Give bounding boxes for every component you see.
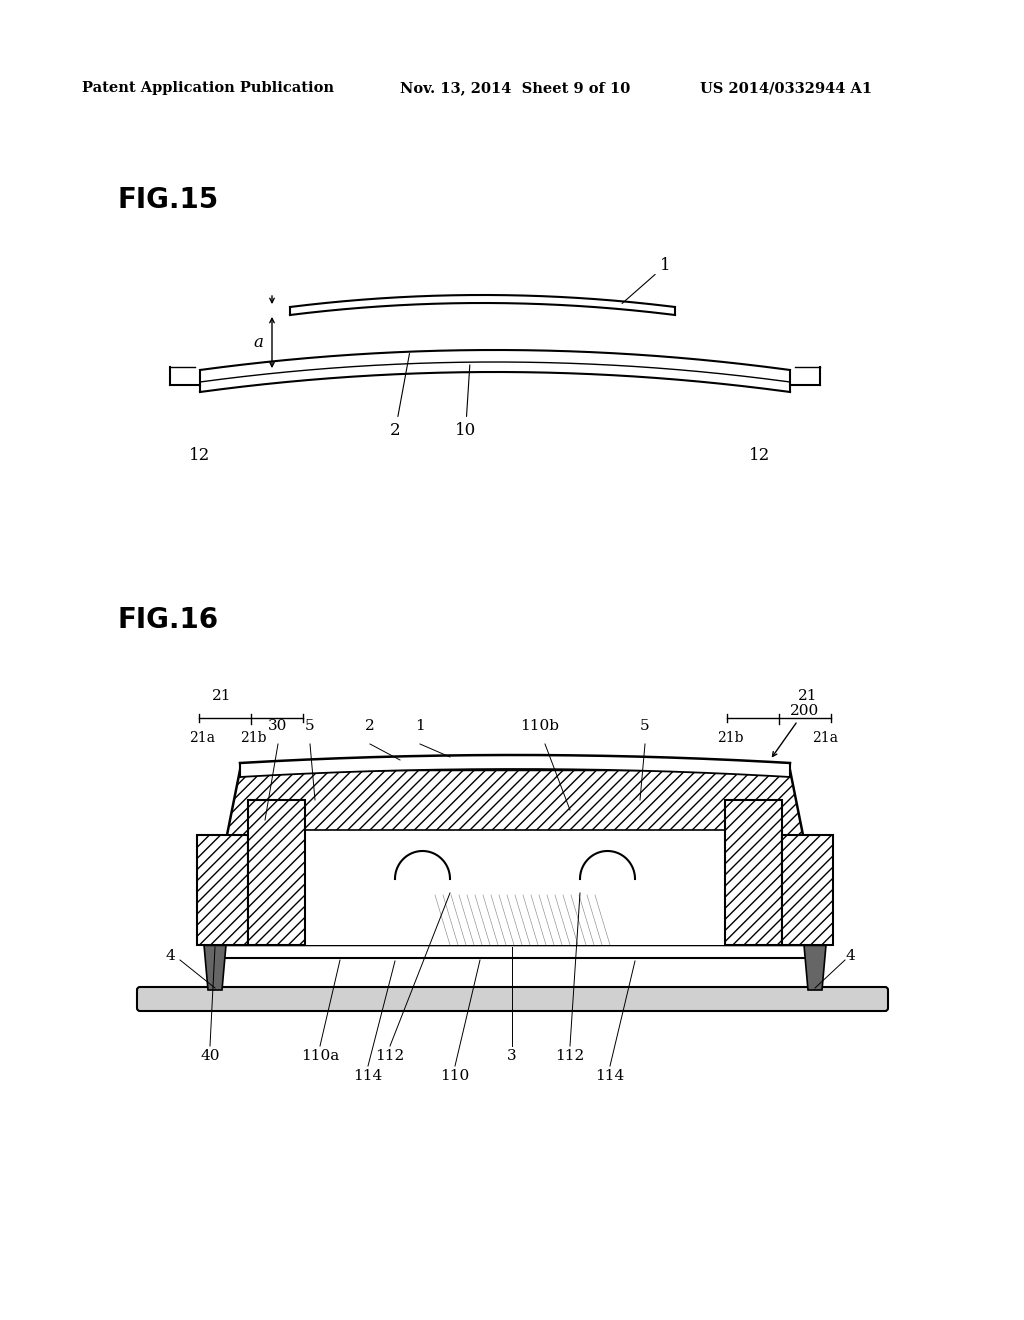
Text: 112: 112 — [376, 1049, 404, 1063]
Text: Nov. 13, 2014  Sheet 9 of 10: Nov. 13, 2014 Sheet 9 of 10 — [400, 81, 630, 95]
Polygon shape — [240, 755, 790, 777]
Text: 114: 114 — [595, 1069, 625, 1082]
Bar — [572, 895, 588, 907]
Polygon shape — [204, 945, 226, 990]
Bar — [442, 895, 458, 907]
Bar — [782, 836, 833, 945]
Text: FIG.15: FIG.15 — [118, 186, 219, 214]
Text: 21: 21 — [799, 689, 818, 704]
Text: 200: 200 — [772, 704, 819, 756]
FancyBboxPatch shape — [137, 987, 888, 1011]
Text: 30: 30 — [268, 719, 288, 733]
Text: 21a: 21a — [812, 731, 838, 744]
Text: 2: 2 — [390, 354, 410, 440]
Text: 1: 1 — [623, 257, 671, 304]
Text: 10: 10 — [455, 364, 476, 440]
Text: US 2014/0332944 A1: US 2014/0332944 A1 — [700, 81, 872, 95]
Text: 5: 5 — [305, 719, 314, 733]
Bar — [725, 800, 782, 945]
Bar — [625, 931, 645, 945]
Text: FIG.16: FIG.16 — [118, 606, 219, 634]
Text: Patent Application Publication: Patent Application Publication — [82, 81, 334, 95]
Text: 114: 114 — [353, 1069, 383, 1082]
Bar — [385, 931, 406, 945]
Bar — [197, 836, 248, 945]
Polygon shape — [205, 770, 825, 945]
Text: 21a: 21a — [189, 731, 215, 744]
Text: 12: 12 — [189, 447, 211, 465]
Text: 12: 12 — [750, 447, 771, 465]
Text: 2: 2 — [366, 719, 375, 733]
Text: 110a: 110a — [301, 1049, 339, 1063]
Text: 110b: 110b — [520, 719, 559, 733]
Text: 4: 4 — [845, 949, 855, 964]
Text: 112: 112 — [555, 1049, 585, 1063]
Text: 1: 1 — [415, 719, 425, 733]
Text: 3: 3 — [507, 1049, 517, 1063]
Bar — [210, 945, 820, 958]
Text: 110: 110 — [440, 1069, 470, 1082]
Bar — [305, 830, 725, 945]
Text: a: a — [253, 334, 263, 351]
Bar — [430, 895, 600, 945]
Polygon shape — [804, 945, 826, 990]
Text: 21b: 21b — [717, 731, 743, 744]
Bar — [248, 800, 305, 945]
Text: 21b: 21b — [240, 731, 266, 744]
Text: 4: 4 — [165, 949, 175, 964]
Text: 21: 21 — [212, 689, 231, 704]
Text: 5: 5 — [640, 719, 650, 733]
Text: 40: 40 — [201, 1049, 220, 1063]
